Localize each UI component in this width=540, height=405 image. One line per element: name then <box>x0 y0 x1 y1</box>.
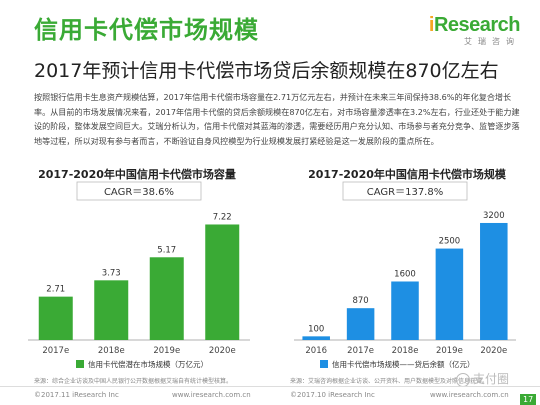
footer-copyright-right: ©2017.10 iResearch Inc <box>290 391 375 399</box>
data-label-2019e: 5.17 <box>157 245 176 255</box>
tick-label-2020e: 2020e <box>209 346 236 356</box>
tick-label-2018e: 2018e <box>392 346 419 356</box>
bar-2020e <box>205 224 240 340</box>
bar-2018e <box>94 280 129 340</box>
legend-label: 信用卡代偿潜在市场规模（万亿元） <box>88 359 208 369</box>
data-label-2020e: 3200 <box>483 211 505 221</box>
data-label-2017e: 870 <box>352 296 368 306</box>
left-chart-title: 2017-2020年中国信用卡代偿市场容量 <box>38 168 236 181</box>
footer-divider <box>0 386 540 387</box>
tick-label-2018e: 2018e <box>98 346 125 356</box>
footer-url-right: www.iresearch.com.cn <box>430 391 509 399</box>
body-paragraph: 按照银行信用卡生息资产规模估算，2017年信用卡代偿市场容量在2.71万亿元左右… <box>34 92 520 146</box>
bar-2017e <box>38 296 73 340</box>
logo-prefix: i <box>428 14 435 36</box>
logo-subtitle: 艾瑞咨询 <box>464 37 520 46</box>
footer-url-left: www.iresearch.com.cn <box>172 391 251 399</box>
bar-2019e <box>149 257 184 340</box>
right-chart-title: 2017-2020年中国信用卡代偿市场规模 <box>308 168 506 181</box>
slide-subtitle: 2017年预计信用卡代偿市场贷后余额规模在870亿左右 <box>34 60 499 82</box>
cagr-label: CAGR＝38.6% <box>104 187 174 198</box>
left-bar-chart: CAGR＝38.6% 2.71 2017e 3.73 2018e 5.17 2019e 7.2… <box>28 181 250 369</box>
bar-2020e <box>480 222 508 340</box>
logo-text: Research <box>433 14 521 36</box>
page-number: 17 <box>520 394 537 405</box>
tick-label-2016: 2016 <box>305 346 327 356</box>
watermark: 支付圈 <box>456 370 509 387</box>
data-label-2018e: 1600 <box>394 269 416 279</box>
data-label-2017e: 2.71 <box>46 285 65 295</box>
legend-swatch <box>76 360 84 368</box>
bar-2016 <box>302 336 330 340</box>
data-label-2020e: 7.22 <box>213 212 232 222</box>
footer-copyright-left: ©2017.11 iResearch Inc <box>34 391 119 399</box>
legend-swatch <box>320 360 328 368</box>
left-source-note: 来源：综合企业访谈及中国人民银行公开数据根据艾瑞自有统计模型核算。 <box>34 378 233 385</box>
data-label-2016: 100 <box>308 324 324 334</box>
watermark-text: 支付圈 <box>473 372 510 386</box>
tick-label-2019e: 2019e <box>436 346 463 356</box>
iresearch-logo: iResearch 艾瑞咨询 <box>428 14 521 47</box>
cagr-label: CAGR＝137.8% <box>367 187 443 198</box>
bar-2017e <box>346 308 375 340</box>
bar-2019e <box>435 248 464 340</box>
tick-label-2017e: 2017e <box>42 346 69 356</box>
right-source-note: 来源：艾瑞咨询根据企业访谈、公开资料、用户数据模型及对照信息获得。 <box>290 378 489 385</box>
cagr-box <box>342 181 468 201</box>
data-label-2019e: 2500 <box>439 237 461 247</box>
right-bar-chart: CAGR＝137.8% 100 2016 870 2017e 1600 2018e 2500 2… <box>294 181 516 369</box>
tick-label-2017e: 2017e <box>347 346 374 356</box>
legend-label: 信用卡代偿市场规模——贷后余额（亿元） <box>332 359 475 369</box>
tick-label-2019e: 2019e <box>153 346 180 356</box>
data-label-2018e: 3.73 <box>102 268 121 278</box>
bar-2018e <box>391 281 419 340</box>
tick-label-2020e: 2020e <box>480 346 507 356</box>
cagr-box <box>76 181 202 201</box>
page-title: 信用卡代偿市场规模 <box>34 16 259 44</box>
wechat-icon <box>456 372 470 387</box>
